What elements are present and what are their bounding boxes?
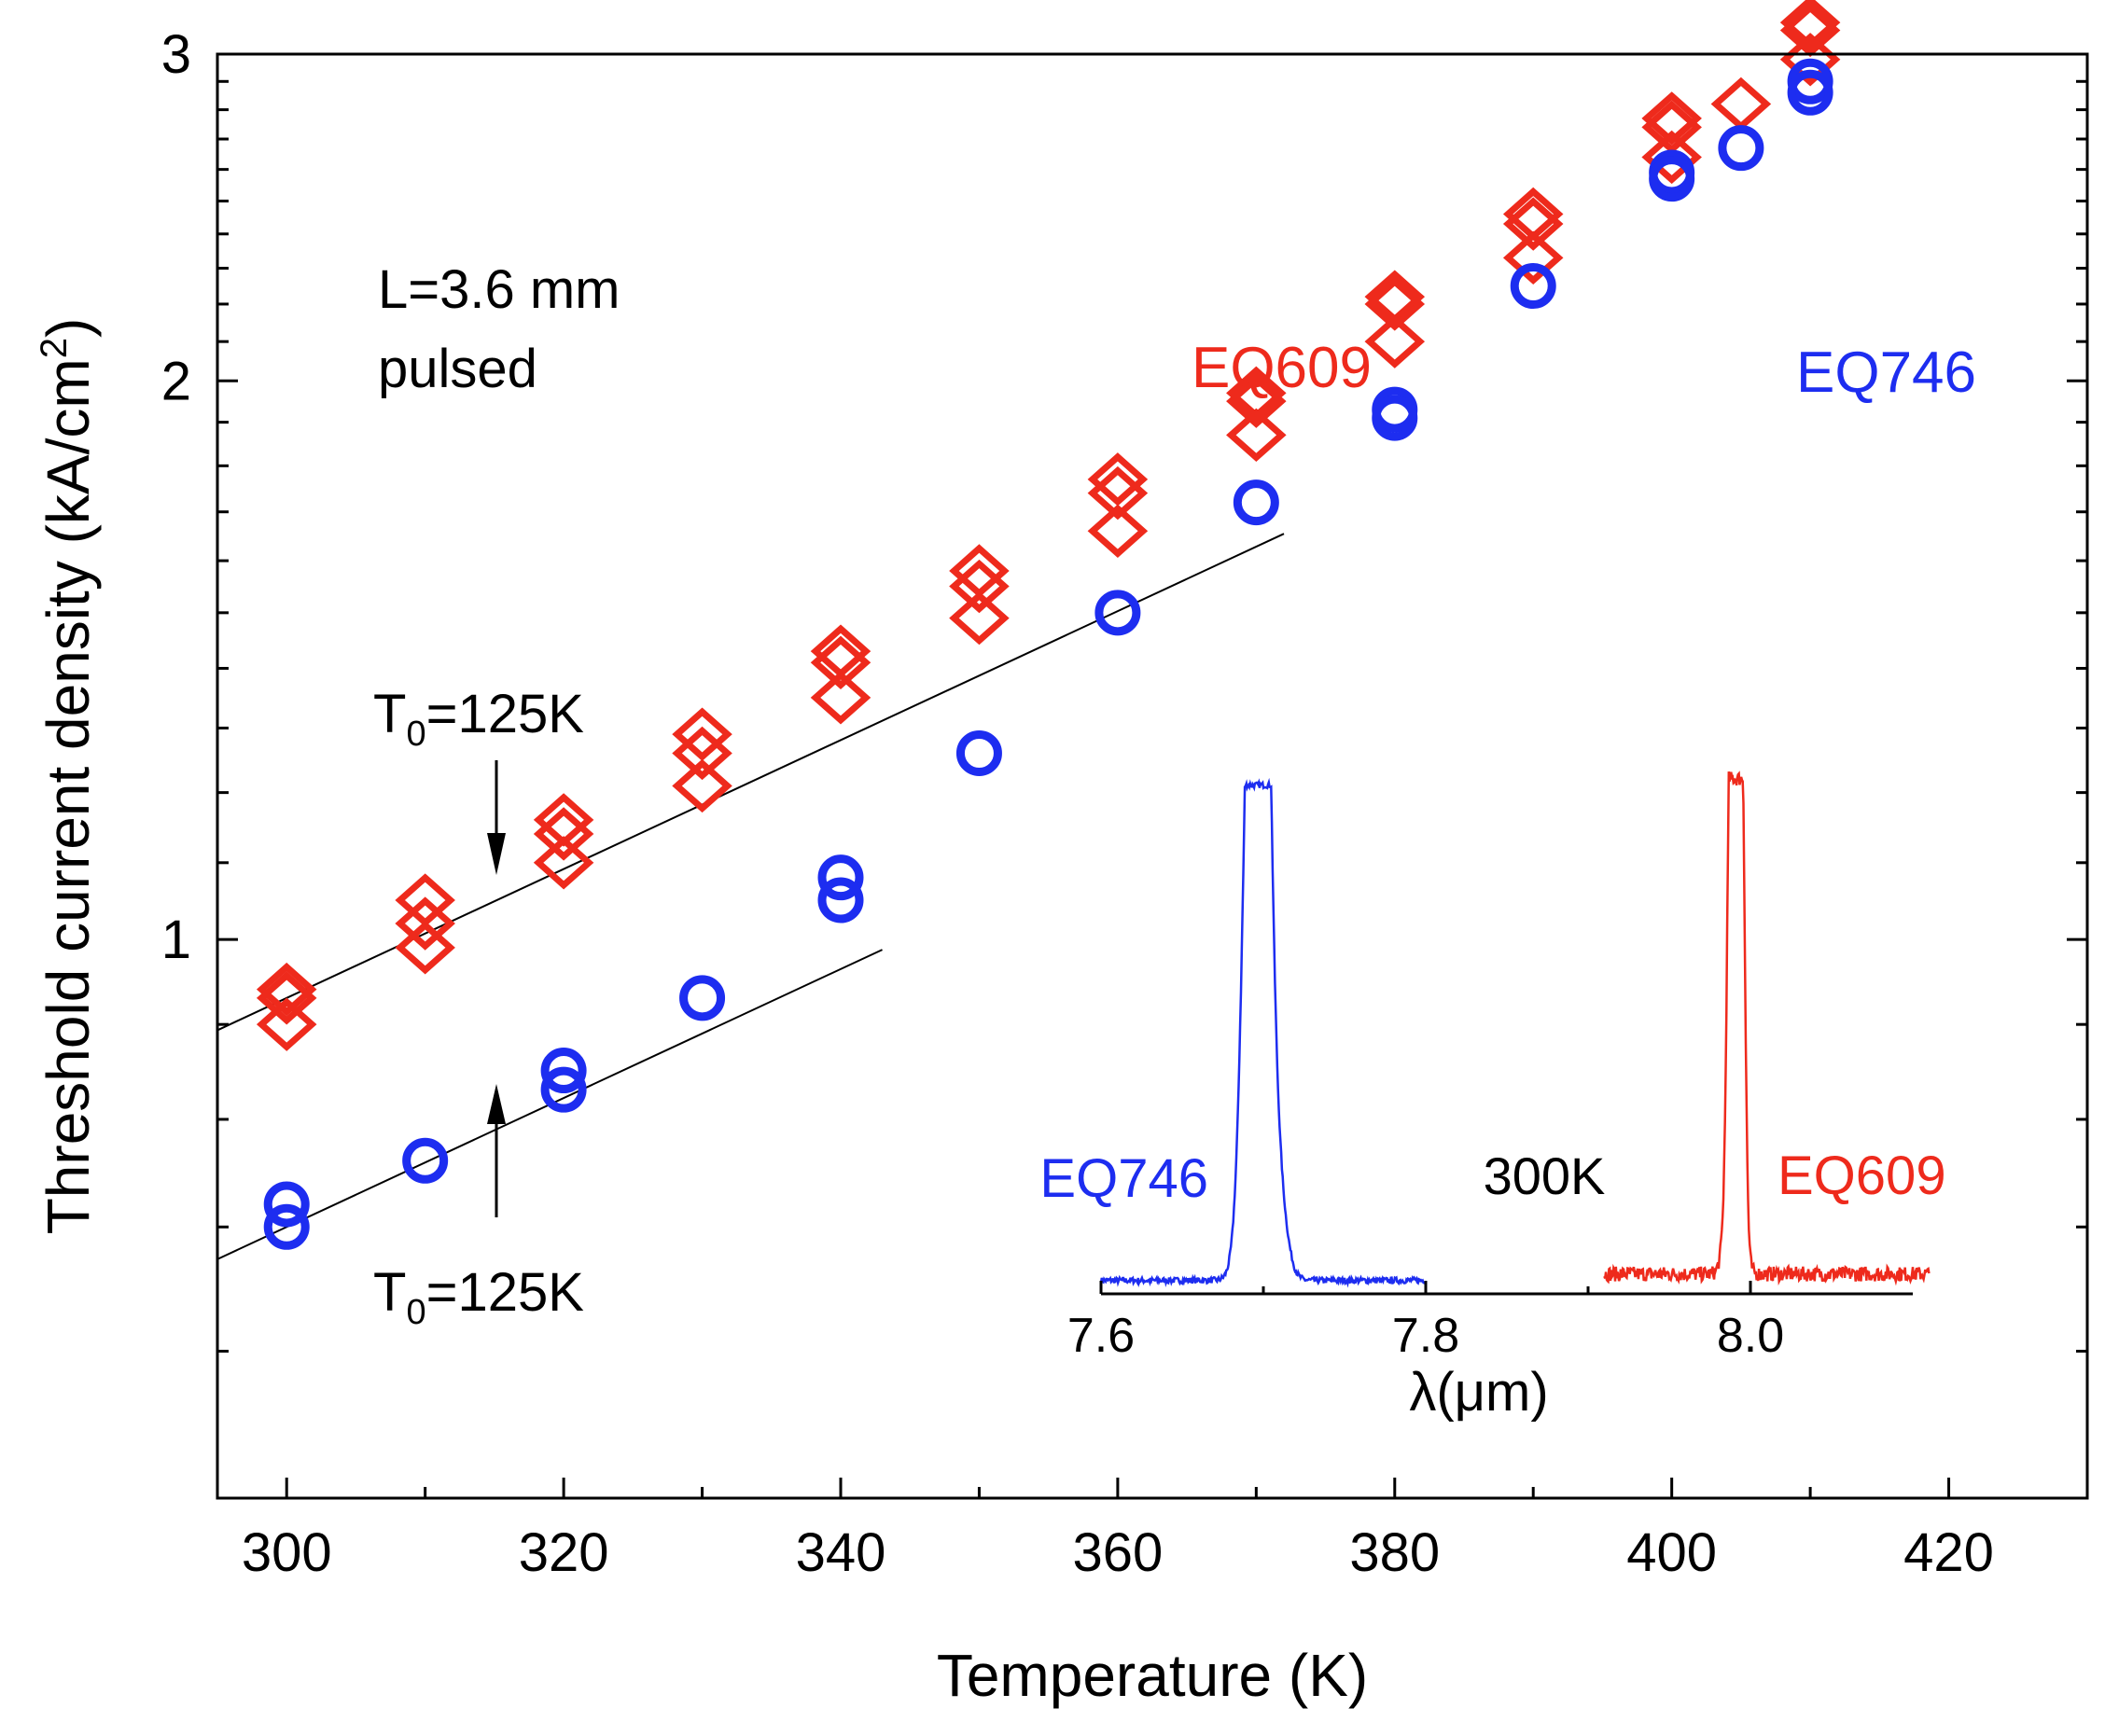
data-point-eq746 — [955, 729, 1002, 776]
data-point-eq609 — [1087, 504, 1149, 558]
device-length-annotation: L=3.6 mm — [378, 259, 620, 320]
data-point-eq746 — [1094, 590, 1141, 636]
data-point-eq609 — [395, 921, 455, 975]
data-point-eq609 — [533, 836, 594, 890]
spectrum-inset: 7.6 7.8 8.0 λ(μm) 300K EQ746 EQ609 — [1039, 771, 1946, 1423]
t0-upper-arrow — [487, 760, 506, 875]
data-point-eq609 — [1779, 0, 1841, 49]
x-tick-label: 320 — [519, 1522, 609, 1583]
x-tick-label: 380 — [1349, 1522, 1440, 1583]
t0-upper-annotation: T0=125K — [373, 684, 584, 754]
series-label-eq746: EQ746 — [1796, 340, 1976, 405]
inset-spectrum-eq609 — [1603, 771, 1931, 1286]
data-point-eq609 — [949, 590, 1010, 646]
data-point-eq609 — [1641, 130, 1702, 185]
data-point-eq609 — [949, 559, 1010, 614]
t0-lower-annotation: T0=125K — [373, 1262, 584, 1332]
inset-spectra — [1099, 771, 1931, 1288]
data-point-eq609 — [1087, 452, 1149, 507]
data-point-eq746 — [540, 1066, 587, 1113]
t0-upper-subscript: 0 — [406, 715, 425, 754]
inset-temperature-label: 300K — [1484, 1146, 1606, 1205]
inset-label-eq746: EQ746 — [1039, 1148, 1208, 1209]
series-label-eq609: EQ609 — [1192, 336, 1372, 400]
inset-x-tick-label: 7.8 — [1392, 1309, 1459, 1363]
data-point-eq746 — [1718, 125, 1764, 172]
data-point-eq609 — [810, 635, 871, 689]
data-point-eq746 — [1510, 263, 1556, 310]
t0-lower-value: =125K — [426, 1262, 585, 1323]
data-point-eq609 — [395, 896, 455, 951]
data-point-eq609 — [1226, 374, 1287, 428]
y-axis-label-main: Threshold current density (kA/cm — [35, 358, 102, 1234]
data-point-eq609 — [672, 758, 732, 813]
x-tick-label: 360 — [1072, 1522, 1163, 1583]
data-point-eq609 — [256, 997, 317, 1051]
t0-upper-base: T — [373, 684, 406, 744]
data-point-eq746 — [679, 975, 726, 1021]
inset-x-tick-label: 8.0 — [1717, 1309, 1784, 1363]
data-point-eq609 — [1641, 91, 1702, 146]
data-point-eq609 — [1502, 197, 1564, 251]
fit-line — [216, 533, 1285, 1032]
y-tick-label: 2 — [161, 351, 191, 411]
data-point-eq609 — [672, 707, 732, 761]
x-tick-label: 340 — [796, 1522, 886, 1583]
data-point-eq746 — [1649, 156, 1695, 202]
inset-label-eq609: EQ609 — [1777, 1146, 1946, 1206]
t0-lower-base: T — [373, 1262, 406, 1323]
x-axis-ticks: 300 320 340 360 380 400 420 — [242, 1478, 1994, 1583]
y-axis-label-superscript: 2 — [34, 338, 75, 358]
inset-x-tick-label: 7.6 — [1067, 1309, 1135, 1363]
data-point-eq609 — [1087, 465, 1149, 521]
x-tick-label: 300 — [242, 1522, 332, 1583]
pulsed-annotation: pulsed — [378, 339, 537, 399]
data-point-eq609 — [1502, 230, 1564, 285]
inset-spectrum-eq746 — [1099, 777, 1428, 1288]
y-axis-label: Threshold current density (kA/cm2) — [34, 318, 102, 1235]
data-point-eq609 — [1641, 100, 1702, 155]
t0-upper-value: =125K — [426, 684, 585, 744]
data-point-eq746 — [817, 854, 864, 901]
inset-x-axis-label: λ(μm) — [1409, 1362, 1548, 1423]
data-markers — [256, 0, 1841, 1250]
data-point-eq609 — [1226, 408, 1287, 463]
data-point-eq609 — [1364, 277, 1426, 331]
data-point-eq609 — [533, 807, 594, 861]
data-point-eq746 — [1372, 395, 1418, 441]
data-point-eq746 — [817, 877, 864, 924]
t0-lower-arrow — [487, 1084, 506, 1217]
data-point-eq746 — [1233, 479, 1279, 526]
data-point-eq609 — [256, 971, 317, 1025]
y-axis-label-close: ) — [35, 318, 102, 338]
data-point-eq746 — [402, 1137, 449, 1184]
data-point-eq746 — [263, 1203, 310, 1250]
data-point-eq609 — [672, 726, 732, 781]
data-point-eq746 — [540, 1048, 587, 1094]
data-point-eq746 — [1787, 69, 1833, 116]
x-tick-label: 420 — [1903, 1522, 1994, 1583]
data-point-eq609 — [1364, 314, 1426, 368]
y-tick-label: 3 — [161, 24, 191, 85]
y-tick-label: 1 — [161, 910, 191, 970]
data-point-eq609 — [1779, 33, 1841, 87]
inset-x-ticks: 7.6 7.8 8.0 — [1067, 1281, 1784, 1363]
data-point-eq609 — [1779, 3, 1841, 58]
data-point-eq609 — [256, 962, 317, 1017]
data-point-eq746 — [263, 1181, 310, 1228]
x-axis-label: Temperature (K) — [937, 1642, 1368, 1709]
t0-lower-subscript: 0 — [406, 1293, 425, 1332]
plot-frame — [216, 52, 2089, 1500]
data-point-eq609 — [810, 671, 871, 725]
y-axis-ticks: 1 2 3 — [161, 24, 2087, 1353]
x-tick-label: 400 — [1626, 1522, 1717, 1583]
